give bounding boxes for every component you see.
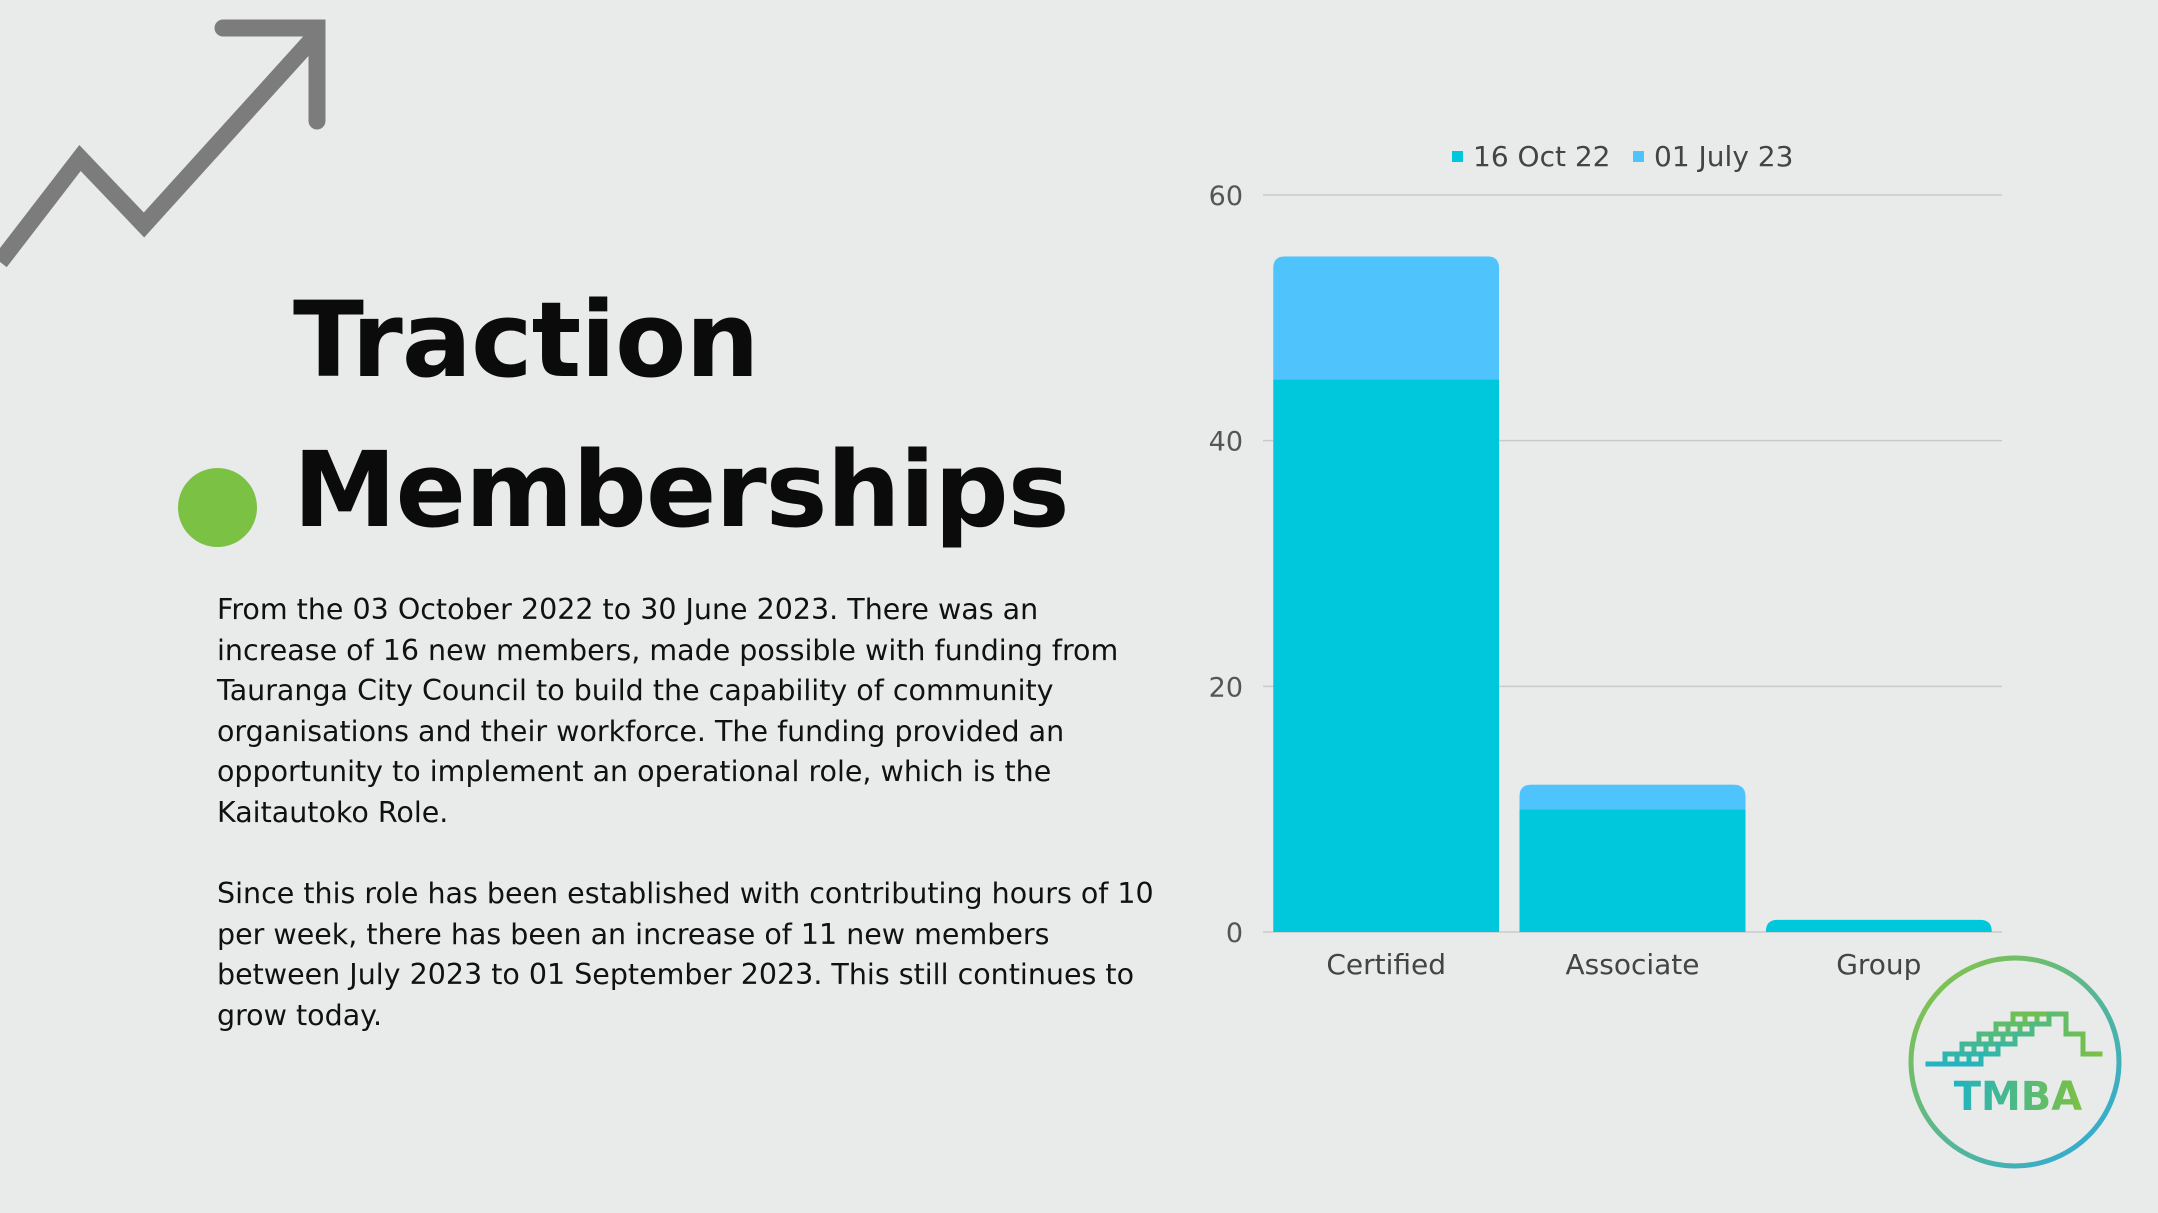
trend-up-arrow-icon	[0, 19, 326, 268]
bar-group-series1	[1765, 919, 1992, 932]
paragraph-funding: From the 03 October 2022 to 30 June 2023…	[217, 593, 1119, 829]
legend-swatch	[1633, 151, 1644, 162]
y-tick-label: 20	[1209, 672, 1243, 703]
title-line-memberships: Memberships	[293, 429, 1070, 551]
legend-label: 16 Oct 22	[1473, 140, 1610, 173]
legend-swatch	[1452, 151, 1463, 162]
tmba-logo: TMBA	[1908, 955, 2122, 1169]
x-tick-label: Certified	[1326, 948, 1446, 981]
legend-label: 01 July 23	[1654, 140, 1793, 173]
y-tick-label: 0	[1226, 918, 1243, 949]
bar-certified-series2	[1273, 256, 1500, 380]
bar-associate-series2	[1519, 784, 1746, 810]
slide-title: Traction Memberships	[293, 265, 1070, 565]
x-tick-label: Group	[1836, 948, 1921, 981]
bar-certified-series1	[1273, 379, 1500, 932]
logo-text: TMBA	[1954, 1074, 2083, 1120]
bar-associate-series1	[1519, 809, 1746, 932]
body-text: From the 03 October 2022 to 30 June 2023…	[217, 590, 1162, 1077]
y-tick-label: 60	[1209, 181, 1243, 212]
title-line-traction: Traction	[293, 279, 759, 401]
y-tick-label: 40	[1209, 427, 1243, 458]
green-bullet-dot	[178, 468, 257, 547]
x-tick-label: Associate	[1566, 948, 1700, 981]
paragraph-growth: Since this role has been established wit…	[217, 877, 1154, 1032]
